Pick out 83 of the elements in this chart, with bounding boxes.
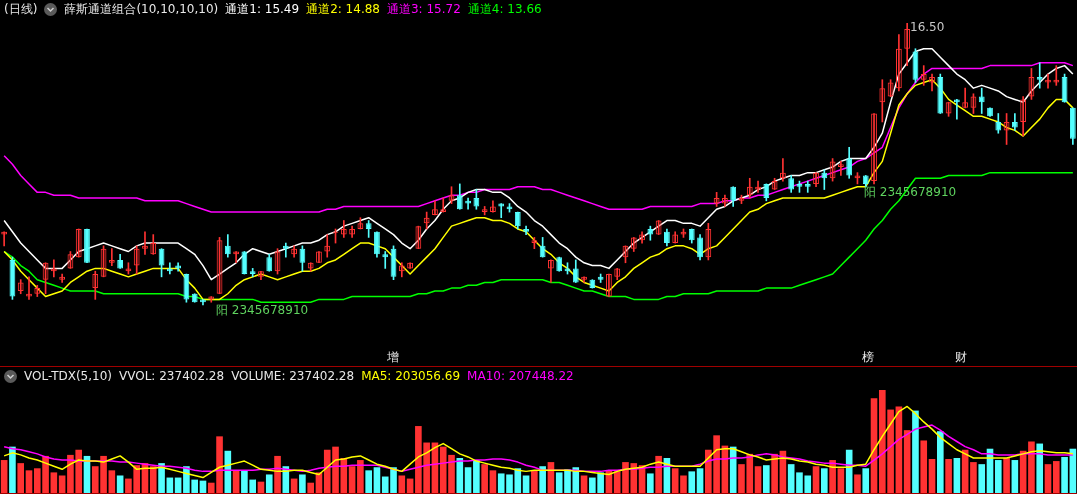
bar [9, 446, 16, 493]
bar [754, 466, 762, 493]
bar [531, 470, 538, 493]
bar [17, 463, 25, 493]
bar [265, 474, 273, 493]
bar [108, 470, 116, 493]
text: 通道3: 15.72 [386, 0, 461, 18]
bar [348, 466, 356, 493]
candlestick [804, 180, 811, 193]
bar [365, 470, 372, 493]
candlestick [282, 242, 289, 258]
bar [456, 457, 464, 493]
bar [50, 472, 58, 493]
bar [837, 468, 845, 493]
bar [274, 455, 281, 493]
candlestick [75, 228, 82, 258]
text: 财 [955, 350, 967, 365]
bar [539, 466, 546, 493]
text: MA5: 203056.69 [361, 369, 461, 383]
bar [829, 460, 836, 493]
bar [1028, 441, 1035, 493]
bar [522, 475, 530, 493]
candlestick [407, 262, 413, 269]
bar [854, 474, 861, 493]
bar [398, 475, 406, 493]
bar [763, 465, 770, 493]
bar [912, 410, 919, 493]
text: MA10: 207448.22 [467, 369, 574, 383]
bar [473, 460, 480, 493]
chart-subtitle: 薛斯通道组合(10,10,10,10) [64, 0, 219, 18]
bar [25, 470, 33, 493]
text: 榜 [862, 350, 874, 365]
candlestick [465, 197, 471, 210]
text: VOLUME: 237402.28 [231, 369, 355, 383]
chart-title: VOL-TDX(5,10) [24, 369, 113, 383]
bar [1036, 443, 1044, 493]
text: 增 [386, 350, 399, 365]
bar [978, 464, 986, 493]
bar [812, 466, 820, 493]
bar [862, 468, 870, 493]
candlestick [1036, 62, 1043, 89]
text: 通道2: 14.88 [306, 0, 380, 18]
bar [116, 475, 124, 493]
annotation: 阳 2345678910 [216, 303, 309, 318]
bar [307, 482, 314, 493]
bar [580, 475, 588, 493]
candlestick [953, 99, 960, 120]
bar [357, 460, 364, 493]
bar [481, 464, 488, 493]
text: 通道1: 15.49 [225, 0, 300, 18]
text: VVOL: 237402.28 [119, 369, 225, 383]
bar [936, 431, 944, 493]
bar [945, 459, 952, 493]
bar [771, 453, 778, 493]
bar [920, 440, 928, 493]
bar [970, 462, 977, 493]
bar [821, 468, 828, 493]
text: 通道4: 13.66 [467, 0, 542, 18]
bar [729, 446, 737, 493]
bar [149, 466, 157, 493]
candlestick [166, 262, 173, 275]
bar [647, 473, 654, 493]
bar [373, 467, 381, 493]
bar [928, 459, 936, 493]
bar [787, 464, 795, 493]
chart-title: (日线) [4, 0, 38, 18]
bar [1044, 464, 1052, 493]
bar [655, 455, 662, 493]
bar [489, 470, 497, 493]
bar [58, 475, 66, 493]
bar [1061, 456, 1068, 493]
candlestick [382, 251, 389, 269]
bar [1052, 461, 1060, 493]
bar [1011, 460, 1019, 493]
bar [0, 460, 8, 493]
bar [696, 468, 704, 493]
bar [994, 460, 1002, 493]
bar [1003, 457, 1010, 493]
bar [299, 474, 306, 493]
bar [688, 471, 696, 493]
bar [464, 467, 472, 493]
bar [953, 457, 961, 493]
annotation: 16.50 [910, 20, 945, 35]
